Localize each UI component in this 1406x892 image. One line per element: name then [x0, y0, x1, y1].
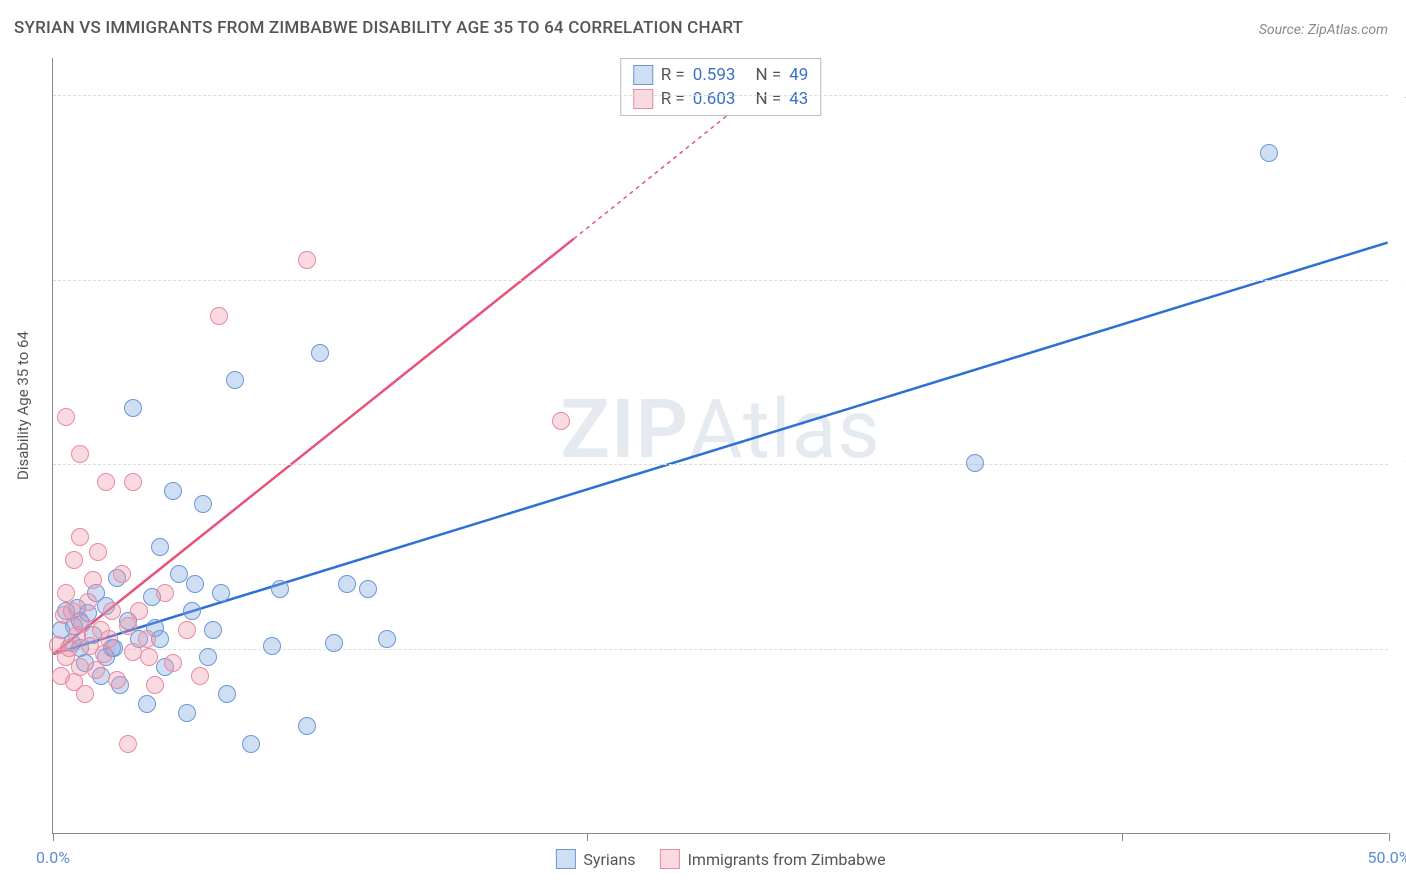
data-point — [103, 602, 121, 620]
x-tick — [587, 833, 588, 841]
data-point — [199, 648, 217, 666]
data-point — [89, 543, 107, 561]
data-point — [84, 571, 102, 589]
data-point — [218, 685, 236, 703]
data-point — [178, 704, 196, 722]
data-point — [298, 251, 316, 269]
gridline — [53, 464, 1388, 465]
gridline — [53, 280, 1388, 281]
data-point — [119, 617, 137, 635]
data-point — [325, 634, 343, 652]
x-tick-label: 50.0% — [1368, 848, 1406, 867]
legend-row: R =0.593N =49 — [633, 63, 809, 87]
chart-title: SYRIAN VS IMMIGRANTS FROM ZIMBABWE DISAB… — [14, 18, 743, 38]
data-point — [87, 661, 105, 679]
data-point — [65, 551, 83, 569]
data-point — [57, 584, 75, 602]
data-point — [76, 685, 94, 703]
legend-item: Immigrants from Zimbabwe — [660, 849, 886, 869]
data-point — [1260, 144, 1278, 162]
data-point — [138, 630, 156, 648]
gridline — [53, 649, 1388, 650]
data-point — [108, 671, 126, 689]
data-point — [271, 580, 289, 598]
x-tick — [1389, 833, 1390, 841]
data-point — [71, 528, 89, 546]
data-point — [186, 575, 204, 593]
data-point — [298, 717, 316, 735]
data-point — [242, 735, 260, 753]
data-point — [151, 538, 169, 556]
y-axis-label: Disability Age 35 to 64 — [14, 331, 32, 480]
data-point — [146, 676, 164, 694]
data-point — [212, 584, 230, 602]
correlation-legend: R =0.593N =49R =0.603N =43 — [620, 58, 822, 116]
data-point — [183, 602, 201, 620]
data-point — [100, 630, 118, 648]
data-point — [140, 648, 158, 666]
correlation-chart: SYRIAN VS IMMIGRANTS FROM ZIMBABWE DISAB… — [0, 0, 1406, 892]
data-point — [359, 580, 377, 598]
data-point — [338, 575, 356, 593]
data-point — [79, 593, 97, 611]
x-tick-label: 0.0% — [36, 848, 70, 867]
data-point — [113, 565, 131, 583]
data-point — [71, 658, 89, 676]
data-point — [204, 621, 222, 639]
data-point — [164, 654, 182, 672]
data-point — [178, 621, 196, 639]
data-point — [130, 602, 148, 620]
data-point — [966, 454, 984, 472]
legend-item: Syrians — [555, 849, 635, 869]
data-point — [164, 482, 182, 500]
x-tick — [53, 833, 54, 841]
data-point — [97, 473, 115, 491]
data-point — [210, 307, 228, 325]
chart-source: Source: ZipAtlas.com — [1259, 22, 1388, 38]
data-point — [156, 584, 174, 602]
regression-lines — [53, 58, 1388, 833]
data-point — [226, 371, 244, 389]
plot-area: ZIPAtlas R =0.593N =49R =0.603N =43 Syri… — [52, 58, 1388, 834]
x-tick — [1122, 833, 1123, 841]
data-point — [57, 408, 75, 426]
data-point — [124, 399, 142, 417]
data-point — [378, 630, 396, 648]
data-point — [73, 615, 91, 633]
data-point — [191, 667, 209, 685]
data-point — [552, 412, 570, 430]
gridline — [53, 95, 1388, 96]
data-point — [194, 495, 212, 513]
data-point — [263, 637, 281, 655]
series-legend: Syrians Immigrants from Zimbabwe — [555, 849, 885, 869]
legend-row: R =0.603N =43 — [633, 87, 809, 111]
data-point — [119, 735, 137, 753]
data-point — [124, 473, 142, 491]
data-point — [311, 344, 329, 362]
data-point — [71, 445, 89, 463]
data-point — [138, 695, 156, 713]
